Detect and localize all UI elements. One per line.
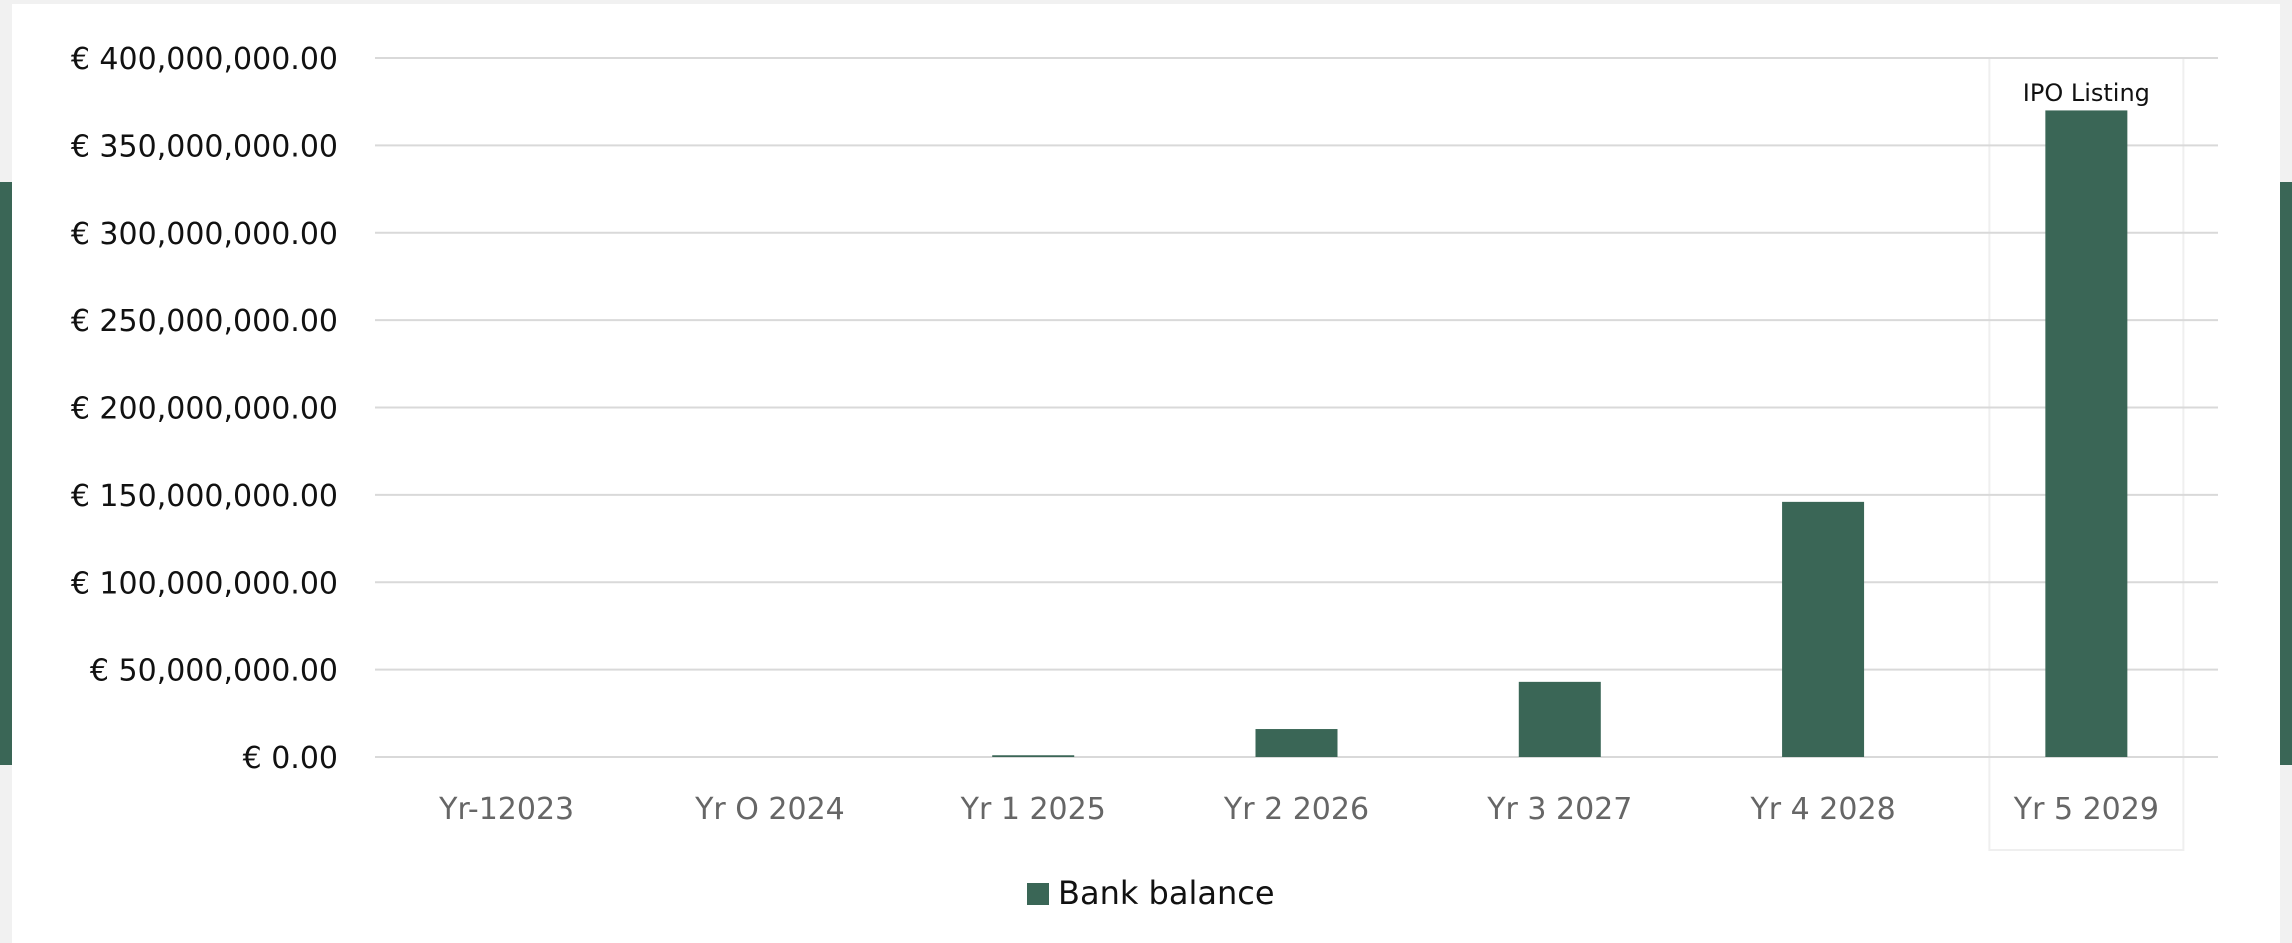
y-tick-label: € 350,000,000.00	[71, 129, 338, 164]
x-tick-label: Yr 1 2025	[960, 792, 1106, 827]
bar[interactable]	[1518, 681, 1601, 757]
chart-card	[12, 4, 2280, 943]
x-tick-label: Yr 4 2028	[1749, 792, 1895, 827]
x-tick-label: Yr O 2024	[694, 792, 845, 827]
background-band-left	[0, 182, 14, 765]
x-axis-ticks: Yr-12023 Yr O 2024 Yr 1 2025 Yr 2 2026 Yr 3 …	[438, 792, 2159, 827]
y-axis-ticks: € 0.00 € 50,000,000.00 € 100,000,000.00 € 1…	[71, 42, 338, 776]
background-band-right	[2278, 182, 2292, 765]
bar-layer	[992, 110, 2128, 758]
legend-label: Bank balance	[1058, 874, 1275, 912]
bar[interactable]	[992, 755, 1075, 757]
y-tick-label: € 200,000,000.00	[71, 392, 338, 427]
annotation-layer: IPO Listing	[2023, 79, 2150, 107]
y-tick-label: € 0.00	[243, 741, 338, 776]
legend: Bank balance	[1027, 874, 1275, 912]
x-tick-label: Yr 3 2027	[1486, 792, 1632, 827]
grid-layer	[375, 57, 2218, 758]
y-tick-label: € 250,000,000.00	[71, 304, 338, 339]
y-tick-label: € 400,000,000.00	[71, 42, 338, 77]
bar[interactable]	[1782, 501, 1865, 757]
x-tick-label: Yr 5 2029	[2013, 792, 2159, 827]
bar[interactable]	[1255, 729, 1338, 757]
y-tick-label: € 150,000,000.00	[71, 479, 338, 514]
legend-swatch	[1027, 883, 1049, 905]
annotation-label: IPO Listing	[2023, 79, 2150, 107]
y-tick-label: € 50,000,000.00	[90, 654, 338, 689]
x-tick-label: Yr-12023	[438, 792, 574, 827]
y-tick-label: € 100,000,000.00	[71, 566, 338, 601]
y-tick-label: € 300,000,000.00	[71, 217, 338, 252]
bar[interactable]	[2045, 110, 2128, 758]
x-tick-label: Yr 2 2026	[1223, 792, 1369, 827]
